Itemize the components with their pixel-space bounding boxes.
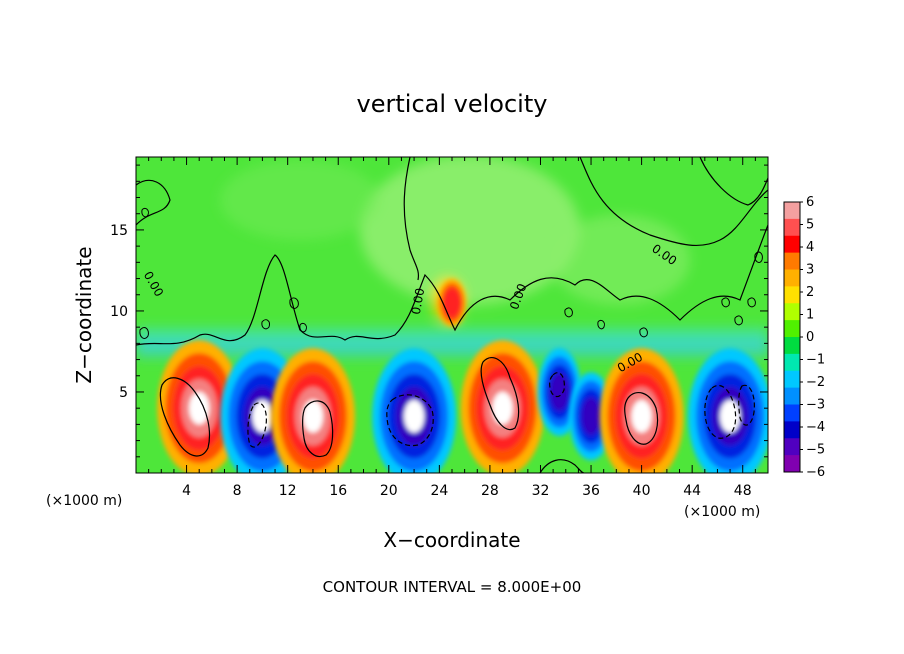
x-tick-label: 48 bbox=[734, 483, 752, 499]
colorbar-swatch bbox=[784, 320, 800, 338]
velocity-cell-4 bbox=[372, 348, 457, 473]
cell-ring bbox=[631, 399, 652, 433]
velocity-cell-5 bbox=[460, 340, 545, 473]
x-tick-label: 24 bbox=[430, 483, 448, 499]
cell-ring bbox=[252, 399, 273, 433]
x-tick-label: 12 bbox=[279, 483, 297, 499]
zero-contour-low bbox=[136, 224, 768, 346]
contour-fragments bbox=[139, 207, 763, 339]
colorbar-label: 5 bbox=[806, 218, 814, 233]
colorbar-swatch bbox=[784, 269, 800, 287]
dashed-contours bbox=[247, 372, 755, 448]
cell-ring bbox=[404, 399, 425, 433]
x-tick-label: 16 bbox=[329, 483, 347, 499]
x-tick-label: 40 bbox=[633, 483, 651, 499]
colorbar-label: −1 bbox=[806, 353, 825, 368]
x-units-left: (×1000 m) bbox=[46, 493, 122, 509]
colorbar-swatch bbox=[784, 202, 800, 220]
colorbar-swatch bbox=[784, 337, 800, 355]
x-tick-label: 8 bbox=[233, 483, 242, 499]
zero-contour-upper-right bbox=[579, 157, 768, 246]
colorbar-swatch bbox=[784, 370, 800, 389]
cell-ring bbox=[549, 373, 569, 411]
colorbar-swatch bbox=[784, 218, 800, 237]
contour-interval-note: CONTOUR INTERVAL = 8.000E+00 bbox=[323, 578, 582, 596]
zero-contour-top-right bbox=[699, 157, 768, 206]
cell-ring bbox=[581, 397, 601, 436]
y-axis-label: Z−coordinate bbox=[72, 246, 96, 383]
x-tick-label: 4 bbox=[182, 483, 191, 499]
colorbar-swatch bbox=[784, 421, 800, 439]
cell-ring bbox=[492, 391, 513, 425]
contour-cell-1 bbox=[159, 377, 211, 457]
velocity-cell-3 bbox=[270, 348, 355, 473]
velocity-cell-1 bbox=[157, 340, 242, 473]
colorbar-label: 2 bbox=[806, 285, 814, 300]
x-axis-label: X−coordinate bbox=[383, 528, 520, 552]
x-axis: 4 8 12 16 20 24 28 32 36 40 44 48 bbox=[148, 157, 756, 499]
contour-bottom bbox=[539, 459, 585, 473]
x-tick-label: 44 bbox=[683, 483, 701, 499]
contour-cell-9 bbox=[704, 384, 737, 439]
x-units-right: (×1000 m) bbox=[684, 504, 760, 520]
x-tick-label: 32 bbox=[532, 483, 550, 499]
contour-cell-6 bbox=[549, 372, 565, 398]
velocity-cell-10 bbox=[438, 278, 466, 327]
y-tick-label: 15 bbox=[110, 223, 128, 239]
contour-lines bbox=[136, 157, 768, 473]
colorbar-swatch bbox=[784, 438, 800, 456]
colorbar-label: 4 bbox=[806, 240, 814, 255]
contour-label: 0.00 bbox=[409, 287, 427, 316]
colorbar-swatch bbox=[784, 252, 800, 270]
colorbar-label: 3 bbox=[806, 263, 814, 278]
colorbar-swatch bbox=[784, 235, 800, 254]
colorbar-swatch bbox=[784, 286, 800, 304]
velocity-cell-6 bbox=[537, 347, 582, 436]
y-tick-label: 5 bbox=[119, 385, 128, 401]
velocity-cell-9 bbox=[688, 348, 768, 473]
x-tick-label: 28 bbox=[481, 483, 499, 499]
x-tick-label: 36 bbox=[582, 483, 600, 499]
colorbar: 6 5 4 3 2 1 0 −1 −2 −3 −4 −5 −6 bbox=[783, 195, 825, 480]
colorbar-label: 0 bbox=[806, 330, 814, 345]
zero-contour-high bbox=[403, 157, 420, 281]
colorbar-label: −3 bbox=[806, 398, 825, 413]
colorbar-label: 6 bbox=[806, 195, 814, 210]
cell-ring bbox=[189, 391, 210, 425]
cell-ring bbox=[443, 287, 461, 318]
colorbar-swatch bbox=[784, 404, 800, 422]
contour-cell-4 bbox=[386, 394, 434, 447]
contour-cell-10 bbox=[738, 384, 755, 426]
colorbar-swatch bbox=[784, 353, 800, 372]
colorbar-swatch bbox=[784, 387, 800, 405]
colorbar-label: −5 bbox=[806, 443, 825, 458]
velocity-cell-8 bbox=[599, 348, 684, 473]
contour-cell-2 bbox=[247, 402, 267, 448]
cell-ring bbox=[720, 399, 741, 433]
chart-title: vertical velocity bbox=[357, 90, 548, 118]
zero-contour-left bbox=[136, 179, 171, 226]
y-tick-label: 10 bbox=[110, 304, 128, 320]
cell-ring bbox=[302, 399, 324, 433]
colorbar-label: −2 bbox=[806, 375, 825, 390]
y-axis: 5 10 15 bbox=[110, 164, 768, 458]
contour-cell-5 bbox=[480, 357, 520, 431]
colorbar-swatch bbox=[784, 455, 800, 473]
plot-field bbox=[136, 157, 768, 473]
contour-cell-3 bbox=[302, 400, 334, 458]
colorbar-label: −6 bbox=[806, 465, 825, 480]
colorbar-label: −4 bbox=[806, 420, 825, 435]
contour-cell-8 bbox=[624, 391, 659, 445]
colorbar-swatch bbox=[784, 303, 800, 321]
x-tick-label: 20 bbox=[380, 483, 398, 499]
colorbar-label: 1 bbox=[806, 308, 814, 323]
velocity-cells bbox=[157, 278, 768, 473]
